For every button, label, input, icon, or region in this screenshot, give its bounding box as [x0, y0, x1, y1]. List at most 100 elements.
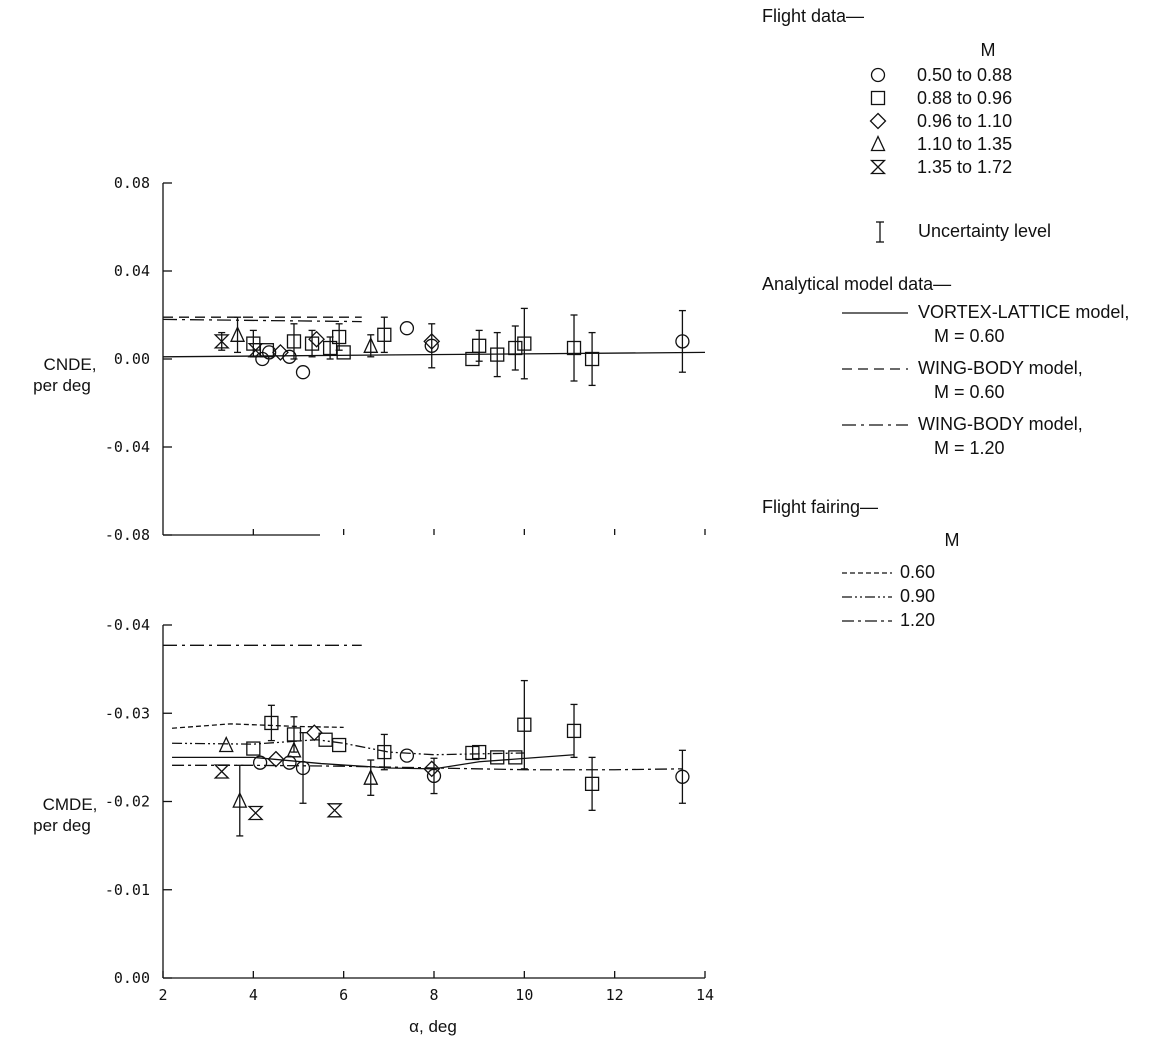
point-m050: [252, 755, 268, 770]
point-m135: [213, 764, 230, 779]
point-m088: [472, 338, 487, 353]
uncertainty-bar: [588, 756, 596, 811]
point-m088: [259, 343, 275, 358]
point-m088: [318, 732, 333, 747]
legend-marker-m110: [870, 134, 886, 152]
uncertainty-bar: [511, 325, 519, 371]
point-m088: [490, 347, 505, 362]
line-fair060: [171, 723, 344, 729]
uncertainty-bar: [588, 331, 596, 387]
point-m088: [508, 340, 523, 356]
point-m135: [213, 334, 230, 349]
point-m088: [472, 744, 487, 760]
legend-label-wb120: WING-BODY model,: [918, 414, 1083, 434]
point-m096: [267, 750, 285, 768]
cnde-ytick-label: 0.04: [114, 262, 150, 280]
point-m096: [308, 330, 325, 348]
cnde-panel: CNDE, per deg 0.08 0.04 0.00 -0.04 -0.08: [33, 174, 706, 544]
legend-sublabel-wb060: M = 0.60: [934, 382, 1005, 402]
cmde-xlabel: α, deg: [409, 1017, 457, 1036]
point-m110: [286, 741, 302, 758]
line-fair090: [172, 739, 525, 756]
uncertainty-bar: [520, 307, 528, 380]
legend-label-m050: 0.50 to 0.88: [917, 65, 1012, 85]
uncertainty-bar: [290, 323, 298, 360]
point-m050: [399, 321, 415, 336]
uncertainty-bar: [290, 716, 298, 753]
point-m088: [490, 750, 505, 765]
cnde-ytick-label: 0.00: [114, 350, 150, 368]
legend-marker-m050: [870, 67, 886, 83]
legend-uncertainty: [876, 221, 884, 243]
uncertainty-bar: [236, 764, 244, 837]
point-m088: [517, 336, 532, 351]
cmde-data-points: [213, 715, 690, 821]
point-m110: [230, 325, 246, 342]
uncertainty-bar: [380, 733, 388, 771]
point-m088: [246, 741, 261, 756]
uncertainty-bar: [234, 316, 242, 354]
uncertainty-bar: [493, 331, 501, 378]
cnde-ytick-label: -0.08: [105, 526, 150, 544]
legend-fairing-m-heading: M: [945, 530, 960, 550]
uncertainty-bar: [299, 732, 307, 804]
cnde-ytick-label: 0.08: [114, 174, 150, 192]
line-vortex: [172, 754, 575, 770]
legend-analytical-heading: Analytical model data—: [762, 274, 951, 294]
legend-marker-m096: [869, 112, 887, 130]
uncertainty-bar: [678, 749, 686, 804]
uncertainty-bar: [428, 323, 436, 369]
legend-label-m088: 0.88 to 0.96: [917, 88, 1012, 108]
cnde-uncertainty-bars: [218, 307, 686, 387]
point-m096: [423, 332, 441, 350]
cmde-fairing-lines: [163, 644, 683, 771]
uncertainty-bar: [678, 309, 686, 373]
legend: Flight data— M 0.50 to 0.880.88 to 0.960…: [762, 6, 1129, 630]
point-m088: [566, 723, 582, 739]
point-m135: [247, 805, 264, 821]
point-m050: [399, 748, 415, 763]
legend-label-fair060: 0.60: [900, 562, 935, 582]
point-m135: [326, 803, 343, 818]
point-m096: [305, 724, 323, 742]
cmde-ylabel-line2: per deg: [33, 816, 91, 835]
point-m088: [377, 744, 392, 760]
legend-label-m110: 1.10 to 1.35: [917, 134, 1012, 154]
legend-flight-m-heading: M: [981, 40, 996, 60]
legend-label-m096: 0.96 to 1.10: [917, 111, 1012, 131]
point-m050: [426, 768, 442, 784]
cmde-xtick-label: 4: [249, 986, 258, 1004]
line-vortex: [162, 351, 706, 358]
uncertainty-bar: [570, 703, 578, 759]
cmde-xtick-label: 2: [158, 986, 167, 1004]
point-m050: [261, 345, 277, 360]
uncertainty-bar: [570, 314, 578, 382]
line-wb120: [162, 318, 362, 323]
legend-flight-items: 0.50 to 0.88 0.88 to 0.96 0.96 to 1.10 1.10…: [869, 65, 1012, 177]
legend-sublabel-vortex: M = 0.60: [934, 326, 1005, 346]
legend-sublabel-wb120: M = 1.20: [934, 438, 1005, 458]
cmde-xtick-label: 6: [339, 986, 348, 1004]
legend-marker-m135: [869, 159, 887, 175]
legend-uncertainty-label: Uncertainty level: [918, 221, 1051, 241]
cmde-xtick-label: 12: [606, 986, 624, 1004]
legend-marker-m088: [870, 90, 886, 106]
cmde-xtick-label: 8: [429, 986, 438, 1004]
uncertainty-bar: [267, 704, 275, 742]
legend-label-wb060: WING-BODY model,: [918, 358, 1083, 378]
point-m088: [331, 737, 347, 753]
cmde-ytick-label: 0.00: [114, 969, 150, 987]
legend-label-m135: 1.35 to 1.72: [917, 157, 1012, 177]
legend-label-fair090: 0.90: [900, 586, 935, 606]
cnde-x-ticks: [252, 529, 706, 535]
cmde-ytick-label: -0.02: [105, 793, 150, 811]
point-m088: [331, 329, 347, 345]
uncertainty-bar: [520, 679, 528, 770]
uncertainty-bar: [308, 329, 316, 358]
cmde-y-ticks: -0.04 -0.03 -0.02 -0.01 0.00: [105, 616, 172, 987]
point-m088: [584, 776, 600, 791]
point-m088: [286, 727, 302, 742]
cmde-ylabel-line1: CMDE,: [43, 795, 98, 814]
legend-label-vortex: VORTEX-LATTICE model,: [918, 302, 1129, 322]
point-m088: [584, 351, 600, 367]
